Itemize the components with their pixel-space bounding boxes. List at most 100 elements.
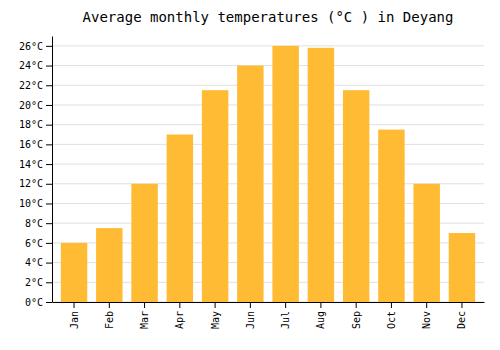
x-tick-label: Jul bbox=[280, 311, 291, 329]
y-tick: 20°C bbox=[19, 100, 52, 111]
x-tick-mark bbox=[144, 302, 145, 308]
y-tick: 14°C bbox=[19, 159, 52, 170]
bar bbox=[343, 90, 369, 302]
x-tick: Dec bbox=[456, 302, 467, 329]
bar bbox=[378, 130, 404, 302]
x-tick: Apr bbox=[174, 302, 185, 329]
x-tick-label: Dec bbox=[456, 311, 467, 329]
y-tick: 0°C bbox=[25, 297, 52, 308]
grid bbox=[52, 46, 484, 302]
x-tick: May bbox=[210, 302, 221, 329]
x-tick-label: Jun bbox=[245, 311, 256, 329]
bar bbox=[449, 233, 475, 302]
x-tick-mark bbox=[250, 302, 251, 308]
bar bbox=[96, 228, 122, 302]
grid-line bbox=[52, 104, 484, 105]
bar bbox=[413, 184, 439, 302]
x-tick-mark bbox=[74, 302, 75, 308]
x-tick-mark bbox=[320, 302, 321, 308]
y-tick: 18°C bbox=[19, 119, 52, 130]
y-tick-mark bbox=[46, 46, 52, 47]
bar bbox=[202, 90, 228, 302]
y-tick: 26°C bbox=[19, 41, 52, 52]
y-tick: 8°C bbox=[25, 218, 52, 229]
y-tick: 6°C bbox=[25, 238, 52, 249]
bar bbox=[167, 135, 193, 302]
y-tick-mark bbox=[46, 144, 52, 145]
bar bbox=[237, 66, 263, 302]
y-tick-mark bbox=[46, 263, 52, 264]
x-tick: Mar bbox=[139, 302, 150, 329]
x-tick-label: Apr bbox=[174, 311, 185, 329]
y-tick-mark bbox=[46, 164, 52, 165]
grid-line bbox=[52, 45, 484, 46]
chart-container: 0°C 2°C 4°C 6°C 8°C 10°C 12°C 14°C 16°C 18°C 20°C 2… bbox=[0, 0, 500, 350]
title: Average monthly temperatures (°C ) in De… bbox=[83, 9, 454, 25]
x-tick: Sep bbox=[351, 302, 362, 329]
x-tick-mark bbox=[461, 302, 462, 308]
y-tick: 22°C bbox=[19, 80, 52, 91]
y-axis: 0°C 2°C 4°C 6°C 8°C 10°C 12°C 14°C 16°C 18°C 20°C 2… bbox=[19, 37, 53, 308]
y-tick-mark bbox=[46, 243, 52, 244]
y-tick: 2°C bbox=[25, 277, 52, 288]
y-tick-label: 4°C bbox=[25, 257, 43, 268]
y-tick-label: 26°C bbox=[19, 41, 43, 52]
grid-line bbox=[52, 164, 484, 165]
y-axis-line bbox=[52, 37, 53, 303]
y-tick: 16°C bbox=[19, 139, 52, 150]
y-tick-mark bbox=[46, 125, 52, 126]
grid-line bbox=[52, 65, 484, 66]
x-tick-mark bbox=[391, 302, 392, 308]
y-tick-mark bbox=[46, 223, 52, 224]
y-tick-label: 8°C bbox=[25, 218, 43, 229]
bar bbox=[131, 184, 157, 302]
chart-svg: 0°C 2°C 4°C 6°C 8°C 10°C 12°C 14°C 16°C 18°C 20°C 2… bbox=[0, 0, 500, 350]
y-tick-label: 22°C bbox=[19, 80, 43, 91]
y-tick: 4°C bbox=[25, 257, 52, 268]
x-tick-mark bbox=[109, 302, 110, 308]
x-tick-label: Aug bbox=[315, 311, 326, 329]
grid-line bbox=[52, 144, 484, 145]
y-tick-label: 18°C bbox=[19, 119, 43, 130]
x-tick-label: Mar bbox=[139, 311, 150, 329]
y-tick-label: 24°C bbox=[19, 60, 43, 71]
grid-line bbox=[52, 85, 484, 86]
bar bbox=[272, 46, 298, 302]
y-tick-label: 14°C bbox=[19, 159, 43, 170]
bars bbox=[61, 46, 475, 302]
y-tick-mark bbox=[46, 66, 52, 67]
x-tick: Jul bbox=[280, 302, 291, 329]
y-tick-label: 0°C bbox=[25, 297, 43, 308]
y-tick-mark bbox=[46, 203, 52, 204]
bar bbox=[308, 48, 334, 302]
x-tick-mark bbox=[215, 302, 216, 308]
x-tick: Aug bbox=[315, 302, 326, 329]
y-tick-label: 10°C bbox=[19, 198, 43, 209]
y-tick-label: 6°C bbox=[25, 238, 43, 249]
x-tick-label: May bbox=[210, 311, 221, 329]
bar bbox=[61, 243, 87, 302]
x-tick-label: Feb bbox=[104, 311, 115, 329]
x-tick-label: Sep bbox=[351, 311, 362, 329]
x-tick-label: Nov bbox=[421, 311, 432, 329]
grid-line bbox=[52, 124, 484, 125]
x-axis-line bbox=[53, 302, 485, 303]
x-tick-mark bbox=[356, 302, 357, 308]
x-tick-mark bbox=[285, 302, 286, 308]
y-tick-label: 2°C bbox=[25, 277, 43, 288]
x-tick: Jan bbox=[69, 302, 80, 329]
plot-area: 0°C 2°C 4°C 6°C 8°C 10°C 12°C 14°C 16°C 18°C 20°C 2… bbox=[19, 37, 485, 330]
y-tick-mark bbox=[46, 85, 52, 86]
y-tick: 10°C bbox=[19, 198, 52, 209]
y-tick-label: 16°C bbox=[19, 139, 43, 150]
y-tick-mark bbox=[46, 282, 52, 283]
x-tick: Oct bbox=[386, 302, 397, 329]
y-tick-mark bbox=[46, 105, 52, 106]
x-tick: Feb bbox=[104, 302, 115, 329]
y-tick-mark bbox=[46, 302, 52, 303]
x-tick-mark bbox=[179, 302, 180, 308]
y-tick-label: 20°C bbox=[19, 100, 43, 111]
y-tick-label: 12°C bbox=[19, 178, 43, 189]
x-tick: Nov bbox=[421, 302, 432, 329]
x-tick-mark bbox=[426, 302, 427, 308]
